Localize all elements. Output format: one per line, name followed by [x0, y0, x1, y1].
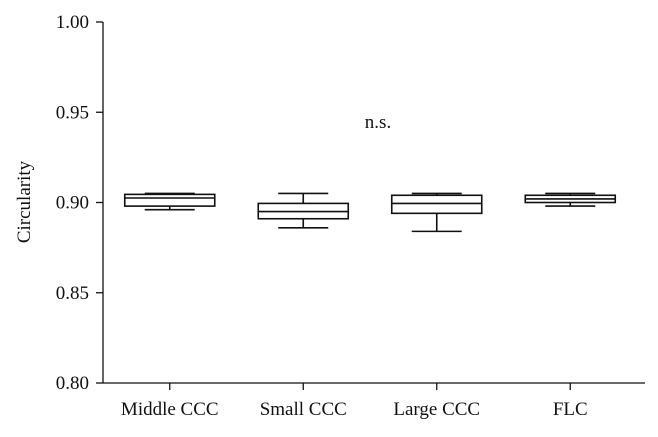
significance-annotation: n.s.	[365, 112, 391, 133]
y-tick-label: 1.00	[56, 12, 89, 33]
iqr-box	[123, 193, 216, 207]
box-flc	[524, 192, 617, 207]
box-small-ccc	[257, 192, 350, 229]
y-tick-label: 0.95	[56, 102, 89, 123]
x-tick-label: Middle CCC	[121, 399, 219, 420]
x-tick-label: Small CCC	[260, 399, 347, 420]
x-tick-label: FLC	[553, 399, 588, 420]
y-axis: 0.80 0.85 0.90 0.95 1.00	[56, 12, 104, 394]
box-middle-ccc	[123, 192, 216, 211]
x-axis: Middle CCC Small CCC Large CCC FLC	[103, 382, 645, 420]
y-tick-label: 0.80	[56, 373, 89, 394]
x-tick-label: Large CCC	[393, 399, 480, 420]
y-tick-label: 0.85	[56, 283, 89, 304]
y-axis-title: Circularity	[14, 160, 35, 243]
box-series	[123, 192, 617, 233]
iqr-box	[390, 194, 483, 215]
box-large-ccc	[390, 192, 483, 233]
y-tick-label: 0.90	[56, 193, 89, 214]
